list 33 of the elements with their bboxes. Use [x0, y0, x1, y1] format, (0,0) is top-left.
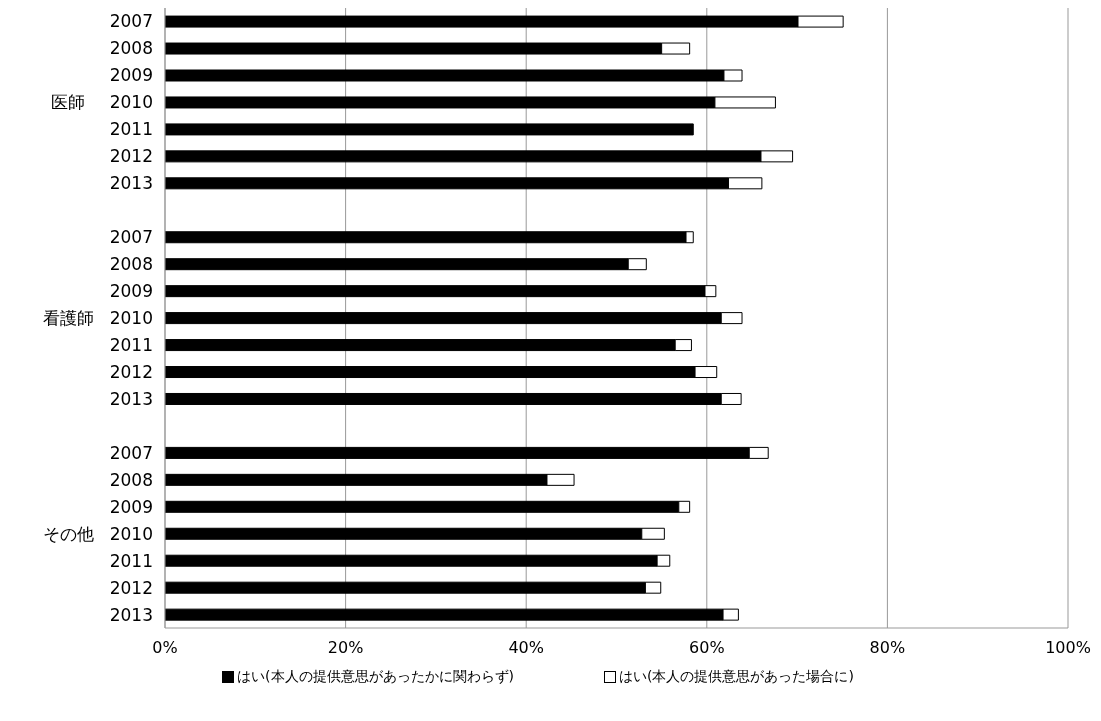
y-tick-label: 2007 [109, 442, 153, 463]
y-tick-label: 2008 [109, 469, 153, 490]
y-tick-label: 2012 [109, 577, 153, 598]
y-tick-label: 2012 [109, 146, 153, 167]
y-tick-label: 2013 [109, 604, 153, 625]
y-tick-label: 2007 [109, 227, 153, 248]
y-tick-label: 2011 [109, 119, 153, 140]
text: その他 [42, 523, 94, 544]
legend-label: はい(本人の提供意思があった場合に) [618, 668, 854, 686]
y-tick-label: 2012 [109, 361, 153, 382]
y-tick-label: 2009 [109, 496, 153, 517]
x-tick-label: 40% [508, 638, 544, 658]
bar [165, 123, 694, 136]
y-tick-label: 2013 [109, 173, 153, 194]
y-tick-label: 2008 [109, 38, 153, 59]
y-tick-label: 2008 [109, 254, 153, 275]
y-tick-label: 2010 [109, 523, 153, 544]
legend-label: はい(本人の提供意思があったかに関わらず) [236, 668, 514, 686]
x-tick-label: 100% [1045, 638, 1091, 658]
y-tick-label: 2010 [109, 92, 153, 113]
text: 医師 [51, 92, 85, 113]
x-tick-label: 80% [869, 638, 906, 658]
y-tick-label: 2007 [109, 11, 153, 32]
y-tick-label: 2013 [109, 388, 153, 409]
x-tick-label: 0% [152, 638, 178, 658]
y-tick-label: 2009 [109, 281, 153, 302]
y-tick-label: 2011 [109, 550, 153, 571]
text: 看護師 [42, 308, 94, 328]
y-tick-label: 2011 [109, 334, 153, 355]
y-tick-label: 2009 [109, 65, 153, 86]
y-tick-label: 2010 [109, 308, 153, 328]
x-tick-label: 60% [689, 638, 725, 658]
x-tick-label: 20% [327, 638, 364, 658]
